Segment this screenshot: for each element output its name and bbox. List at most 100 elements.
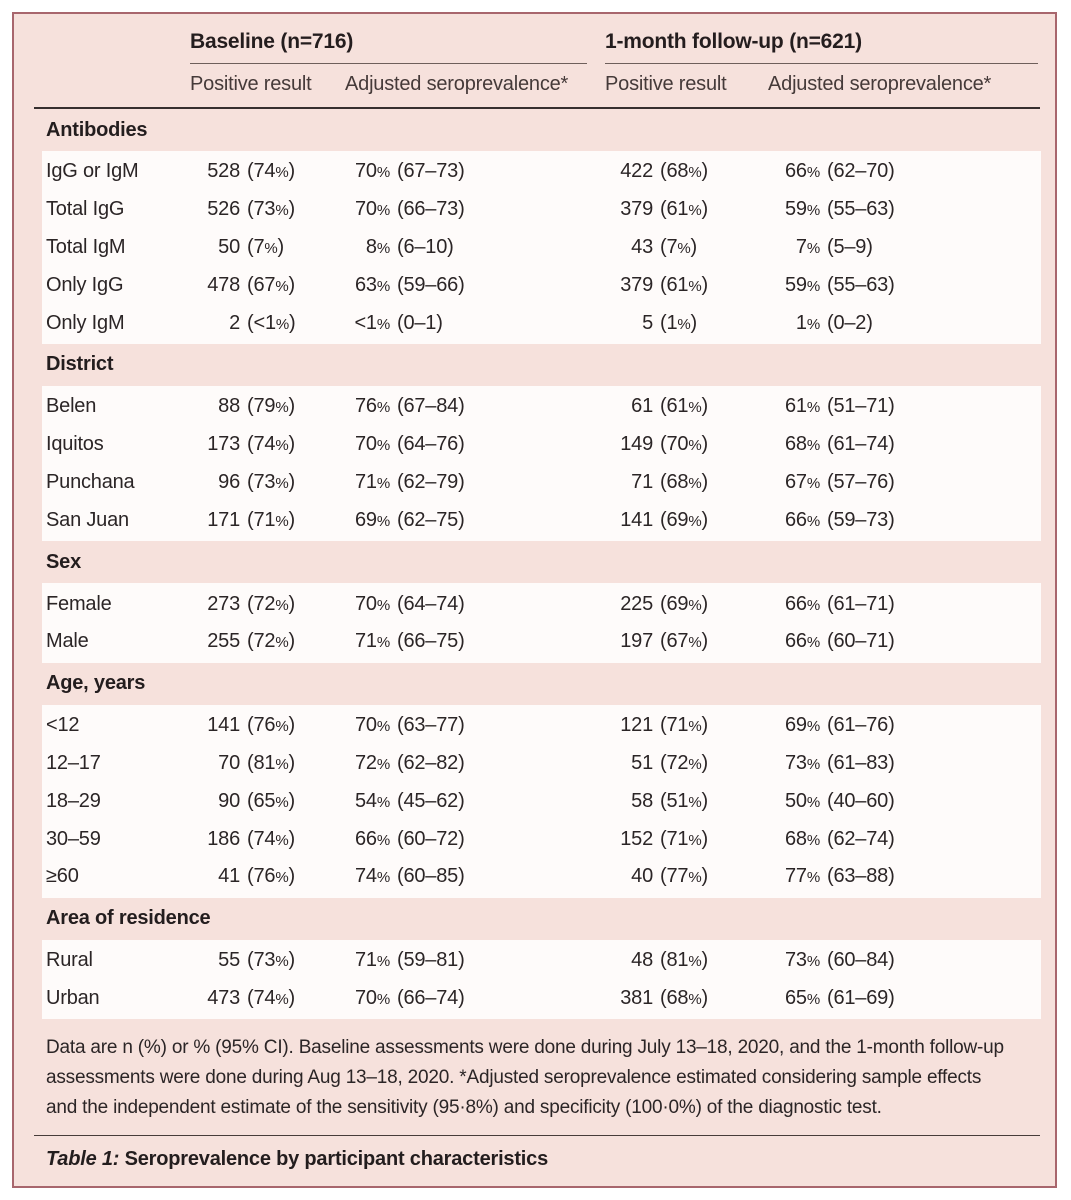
row-label: Total IgM — [46, 235, 126, 258]
table-row: Rural 55 (73%) 71% (59–81) 48 (81%) 73% (60–84) — [42, 942, 1041, 980]
row-label: 18–29 — [46, 789, 101, 812]
row-label: Iquitos — [46, 433, 104, 456]
cell-positive-baseline: 171 (71%) — [207, 508, 295, 531]
cell-positive-followup: 379 (61%) — [620, 198, 708, 221]
caption-text: Seroprevalence by participant characteri… — [119, 1148, 549, 1171]
table-row: IgG or IgM 528 (74%) 70% (67–73) 422 (68%) 66%(… — [42, 153, 1041, 191]
cell-positive-baseline: 528 (74%) — [207, 160, 295, 183]
cell-adjusted-followup: 59% (55–63) — [785, 273, 895, 296]
cell-adjusted-baseline: 69% (62–75) — [355, 508, 465, 531]
cell-positive-followup: 381 (68%) — [620, 986, 708, 1009]
cell-adjusted-followup: 73% (60–84) — [785, 949, 895, 972]
table-row: 12–17 70 (81%) 72% (62–82) 51 (72%) 73% (61–83) — [42, 745, 1041, 783]
table-footnote: Data are n (%) or % (95% CI). Baseline a… — [46, 1037, 1004, 1119]
section-rows: IgG or IgM 528 (74%) 70% (67–73) 422 (68%) 66%(… — [42, 151, 1041, 344]
cell-positive-followup: 58 (51%) — [631, 789, 708, 812]
cell-positive-baseline: 473 (74%) — [207, 986, 295, 1009]
table-row: Punchana 96 (73%) 71% (62–79) 71 (68%) 67% (57–7… — [42, 464, 1041, 502]
cell-positive-baseline: 141 (76%) — [207, 714, 295, 737]
cell-positive-followup: 61 (61%) — [631, 395, 708, 418]
table-caption: Table 1: Seroprevalence by participant c… — [46, 1148, 1038, 1171]
column-header-positive-followup: Positive result — [605, 73, 727, 95]
table-row: Total IgM 50 (7%) 8% (6–10) 43 (7%) 7% (5–9) — [42, 229, 1041, 267]
section-header: Age, years — [46, 672, 146, 695]
group-header-followup-label: 1-month follow-up (n=621) — [605, 30, 862, 53]
row-label: 12–17 — [46, 751, 101, 774]
table-header: Baseline (n=716) 1-month follow-up (n=62… — [14, 14, 1055, 96]
cell-adjusted-followup: 61% (51–71) — [785, 395, 895, 418]
cell-positive-followup: 5 (1%) — [642, 311, 697, 334]
row-label: Total IgG — [46, 198, 125, 221]
cell-positive-baseline: 41 (76%) — [218, 865, 295, 888]
group-header-baseline: Baseline (n=716) — [190, 30, 587, 64]
cell-adjusted-baseline: 70% (64–76) — [355, 433, 465, 456]
table-row: ≥60 41 (76%) 74% (60–85) 40 (77%) 77% (63–88) — [42, 858, 1041, 896]
cell-positive-baseline: 255 (72%) — [207, 630, 295, 653]
column-header-spacer — [46, 73, 190, 96]
cell-positive-followup: 197 (67%) — [620, 630, 708, 653]
cell-adjusted-followup: 66% (59–73) — [785, 508, 895, 531]
cell-adjusted-followup: 73% (61–83) — [785, 751, 895, 774]
cell-adjusted-followup: 7% (5–9) — [795, 235, 873, 258]
table-row: Only IgM 2 (<1%) <1% (0–1) 5 (1%) 1% (0–2) — [42, 304, 1041, 342]
cell-adjusted-baseline: 54% (45–62) — [355, 789, 465, 812]
cell-adjusted-baseline: 8% (6–10) — [365, 235, 454, 258]
row-label: Belen — [46, 395, 97, 418]
table-card: Baseline (n=716) 1-month follow-up (n=62… — [12, 12, 1057, 1188]
group-header-spacer — [46, 30, 190, 64]
cell-adjusted-followup: 77% (63–88) — [785, 865, 895, 888]
table-row: Total IgG 526 (73%) 70% (66–73) 379 (61%) 59% (5… — [42, 191, 1041, 229]
row-label: ≥60 — [46, 865, 79, 888]
cell-positive-baseline: 273 (72%) — [207, 592, 295, 615]
cell-adjusted-followup: 68% (62–74) — [785, 827, 895, 850]
cell-adjusted-followup: 69% (61–76) — [785, 714, 895, 737]
table-row: <12 141 (76%) 70% (63–77) 121 (71%) 69% (61–76) — [42, 707, 1041, 745]
section-header: Sex — [46, 550, 81, 573]
row-label: IgG or IgM — [46, 160, 139, 183]
cell-positive-followup: 422 (68%) — [620, 160, 708, 183]
cell-positive-baseline: 88 (79%) — [218, 395, 295, 418]
row-label: Punchana — [46, 470, 135, 493]
section-header: Antibodies — [46, 118, 148, 141]
cell-positive-followup: 51 (72%) — [631, 751, 708, 774]
table-row: Urban 473 (74%) 70% (66–74) 381 (68%) 65% (61–69… — [42, 980, 1041, 1018]
cell-positive-followup: 71 (68%) — [631, 470, 708, 493]
cell-adjusted-baseline: 70% (64–74) — [355, 592, 465, 615]
group-header-followup: 1-month follow-up (n=621) — [605, 30, 1038, 64]
column-header-adjusted-baseline: Adjusted seroprevalence* — [345, 73, 569, 95]
cell-adjusted-baseline: 66% (60–72) — [355, 827, 465, 850]
cell-positive-baseline: 90 (65%) — [218, 789, 295, 812]
cell-positive-baseline: 186 (74%) — [207, 827, 295, 850]
cell-adjusted-baseline: 71% (62–79) — [355, 470, 465, 493]
cell-adjusted-followup: 66% (62–70) — [785, 160, 895, 183]
cell-adjusted-baseline: <1% (0–1) — [354, 311, 443, 334]
cell-positive-followup: 40 (77%) — [631, 865, 708, 888]
cell-adjusted-baseline: 71% (59–81) — [355, 949, 465, 972]
cell-adjusted-baseline: 76% (67–84) — [355, 395, 465, 418]
cell-positive-followup: 149 (70%) — [620, 433, 708, 456]
row-label: Only IgM — [46, 311, 125, 334]
row-label: Only IgG — [46, 273, 124, 296]
row-label: 30–59 — [46, 827, 101, 850]
cell-adjusted-baseline: 72% (62–82) — [355, 751, 465, 774]
row-label: <12 — [46, 714, 80, 737]
section-rows: <12 141 (76%) 70% (63–77) 121 (71%) 69% (61–76) 1… — [42, 704, 1041, 898]
table-row: 18–29 90 (65%) 54% (45–62) 58 (51%) 50% (40–60) — [42, 782, 1041, 820]
cell-adjusted-baseline: 70% (67–73) — [355, 160, 465, 183]
cell-adjusted-followup: 50% (40–60) — [785, 789, 895, 812]
cell-positive-followup: 379 (61%) — [620, 273, 708, 296]
section-rows: Belen 88 (79%) 76% (67–84) 61 (61%) 61% (51–71) I… — [42, 385, 1041, 542]
cell-positive-baseline: 526 (73%) — [207, 198, 295, 221]
cell-adjusted-baseline: 63% (59–66) — [355, 273, 465, 296]
cell-positive-followup: 121 (71%) — [620, 714, 708, 737]
table-row: 30–59 186 (74%) 66% (60–72) 152 (71%) 68% (62–74… — [42, 820, 1041, 858]
table-row: Belen 88 (79%) 76% (67–84) 61 (61%) 61% (51–71) — [42, 388, 1041, 426]
column-header-positive-baseline: Positive result — [190, 73, 312, 95]
table-row: Male 255 (72%) 71% (66–75) 197 (67%) 66% (60–71) — [42, 623, 1041, 661]
section-header: Area of residence — [46, 907, 211, 930]
cell-adjusted-baseline: 70% (66–73) — [355, 198, 465, 221]
cell-adjusted-followup: 68% (61–74) — [785, 433, 895, 456]
cell-adjusted-followup: 65% (61–69) — [785, 986, 895, 1009]
caption-label: Table 1: — [46, 1148, 120, 1171]
table-row: Iquitos 173 (74%) 70% (64–76) 149 (70%) 68% (61–… — [42, 426, 1041, 464]
